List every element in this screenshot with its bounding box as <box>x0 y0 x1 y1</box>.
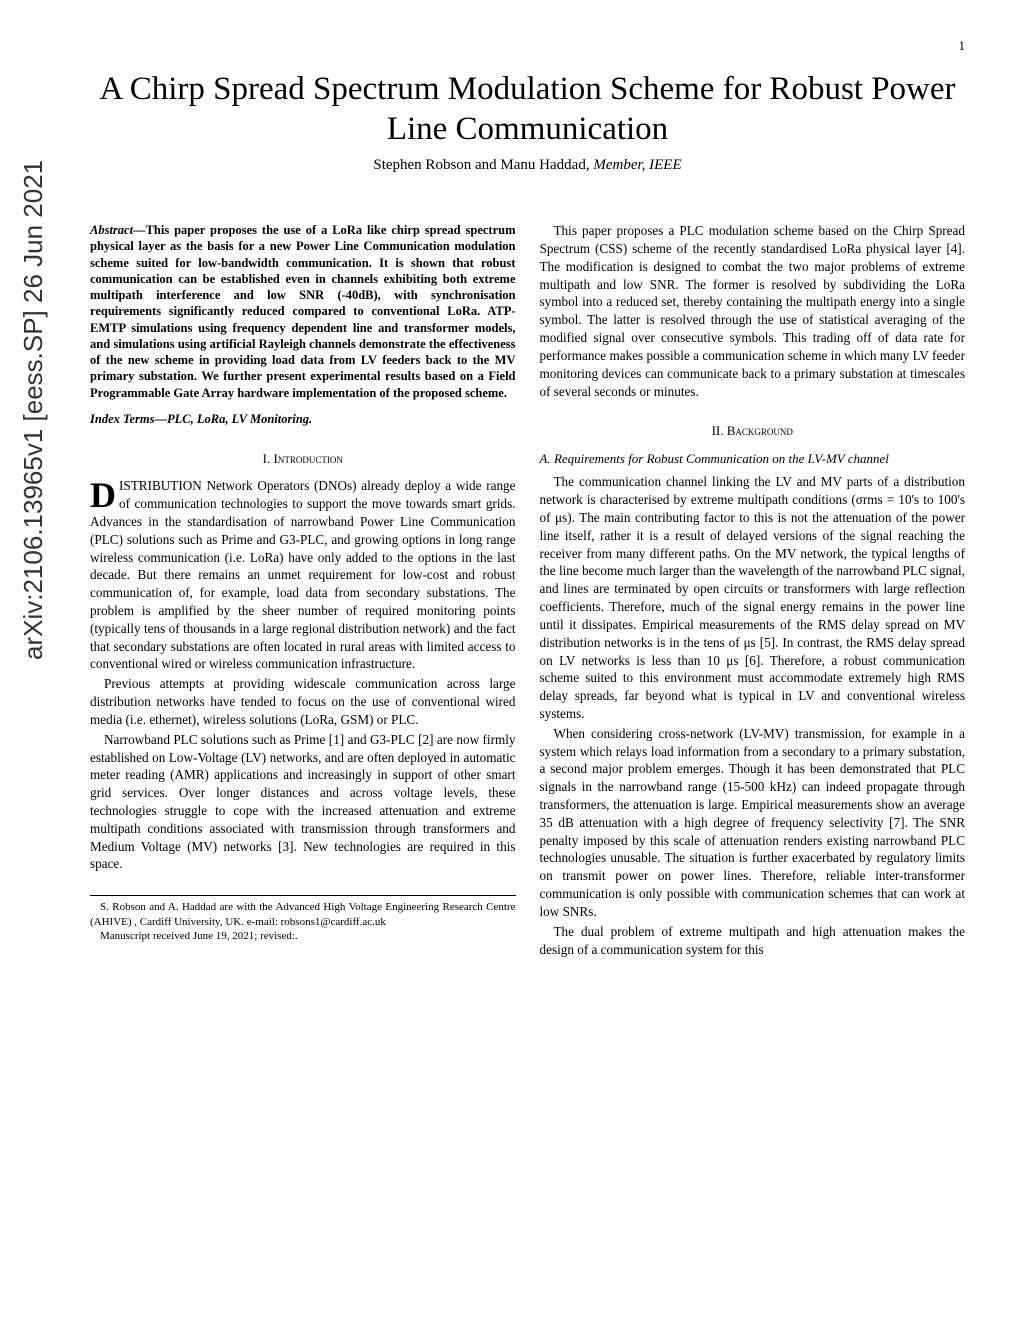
intro-p1-text: ISTRIBUTION Network Operators (DNOs) alr… <box>90 478 516 671</box>
arxiv-identifier: arXiv:2106.13965v1 [eess.SP] 26 Jun 2021 <box>18 160 49 660</box>
intro-paragraph-1: DISTRIBUTION Network Operators (DNOs) al… <box>90 477 516 673</box>
footer-line-1: S. Robson and A. Haddad are with the Adv… <box>90 900 516 929</box>
col2-paragraph-1: This paper proposes a PLC modulation sch… <box>540 222 966 400</box>
section-2-heading: II. Background <box>540 422 966 440</box>
footer-affiliation: S. Robson and A. Haddad are with the Adv… <box>90 895 516 943</box>
dropcap-letter: D <box>90 477 119 511</box>
index-terms-label: Index Terms— <box>90 412 167 426</box>
left-column: Abstract—This paper proposes the use of … <box>90 222 516 960</box>
page-content: A Chirp Spread Spectrum Modulation Schem… <box>0 0 1020 990</box>
author-names: Stephen Robson and Manu Haddad, <box>373 157 593 173</box>
index-terms-block: Index Terms—PLC, LoRa, LV Monitoring. <box>90 411 516 428</box>
abstract-label: Abstract— <box>90 223 146 237</box>
index-terms-text: PLC, LoRa, LV Monitoring. <box>167 412 312 426</box>
intro-paragraph-3: Narrowband PLC solutions such as Prime [… <box>90 731 516 874</box>
abstract-text: This paper proposes the use of a LoRa li… <box>90 223 516 400</box>
page-number: 1 <box>959 38 966 54</box>
background-paragraph-3: The dual problem of extreme multipath an… <box>540 923 966 959</box>
paper-title: A Chirp Spread Spectrum Modulation Schem… <box>90 70 965 149</box>
intro-paragraph-2: Previous attempts at providing widescale… <box>90 675 516 728</box>
two-column-layout: Abstract—This paper proposes the use of … <box>90 222 965 960</box>
right-column: This paper proposes a PLC modulation sch… <box>540 222 966 960</box>
authors-line: Stephen Robson and Manu Haddad, Member, … <box>90 157 965 174</box>
subsection-a-heading: A. Requirements for Robust Communication… <box>540 450 966 468</box>
abstract-block: Abstract—This paper proposes the use of … <box>90 222 516 401</box>
footer-line-2: Manuscript received June 19, 2021; revis… <box>90 929 516 943</box>
background-paragraph-2: When considering cross-network (LV-MV) t… <box>540 725 966 921</box>
background-paragraph-1: The communication channel linking the LV… <box>540 473 966 722</box>
author-membership: Member, IEEE <box>593 157 681 173</box>
section-1-heading: I. Introduction <box>90 450 516 468</box>
